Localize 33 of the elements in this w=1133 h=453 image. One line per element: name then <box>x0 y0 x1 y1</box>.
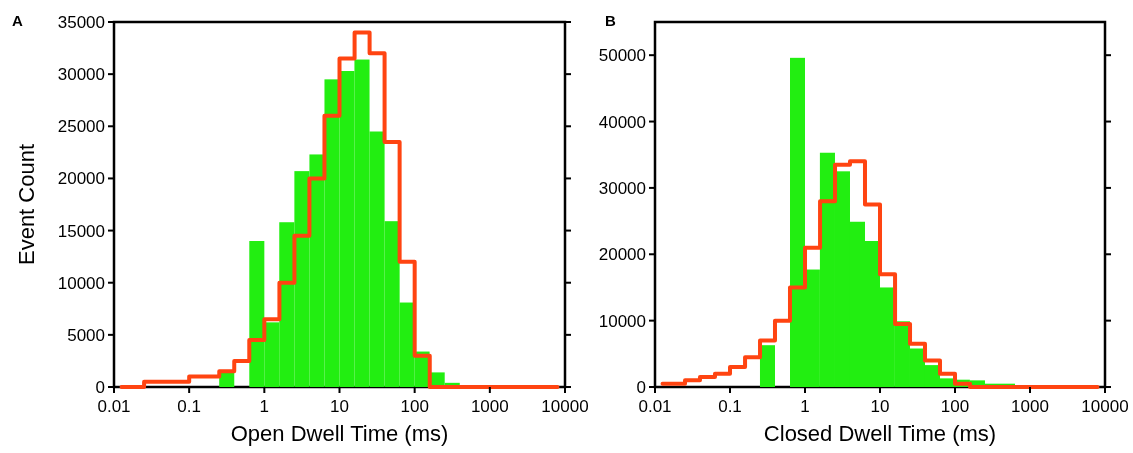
y-tick-label: 5000 <box>67 325 105 345</box>
x-tick-label: 0.1 <box>718 397 742 416</box>
x-axis-title: Open Dwell Time (ms) <box>230 421 449 446</box>
y-tick-label: 15000 <box>57 221 105 241</box>
y-tick-label: 20000 <box>598 245 646 265</box>
x-tick-label: 0.01 <box>97 397 131 416</box>
y-tick-label: 25000 <box>57 117 105 137</box>
y-tick-label: 20000 <box>57 169 105 189</box>
x-tick-label: 0.1 <box>177 397 201 416</box>
y-tick-label: 30000 <box>598 178 646 198</box>
x-tick-label: 1000 <box>470 397 509 416</box>
y-tick-label: 0 <box>95 378 105 397</box>
x-tick-label: 100 <box>400 397 429 416</box>
x-tick-label: 1 <box>800 397 810 416</box>
x-tick-label: 1000 <box>1011 397 1049 416</box>
y-axis-title: Event Count <box>14 143 39 266</box>
x-tick-label: 10 <box>870 397 890 416</box>
y-tick-label: 50000 <box>598 46 646 66</box>
y-tick-label: 0 <box>636 378 646 397</box>
x-tick-label: 0.01 <box>638 397 672 416</box>
x-tick-label: 10000 <box>1081 397 1129 416</box>
x-tick-label: 10 <box>330 397 349 416</box>
y-tick-label: 10000 <box>57 273 105 293</box>
y-tick-label: 30000 <box>57 65 105 85</box>
y-tick-label: 10000 <box>598 311 646 331</box>
x-tick-label: 10000 <box>541 397 589 416</box>
y-tick-label: 35000 <box>57 13 105 32</box>
x-tick-label: 1 <box>259 397 270 416</box>
x-axis-title: Closed Dwell Time (ms) <box>763 421 997 446</box>
y-tick-label: 40000 <box>598 112 646 132</box>
chart-title: B <box>605 12 616 29</box>
x-tick-label: 100 <box>940 397 970 416</box>
chart-title: A <box>12 12 23 29</box>
